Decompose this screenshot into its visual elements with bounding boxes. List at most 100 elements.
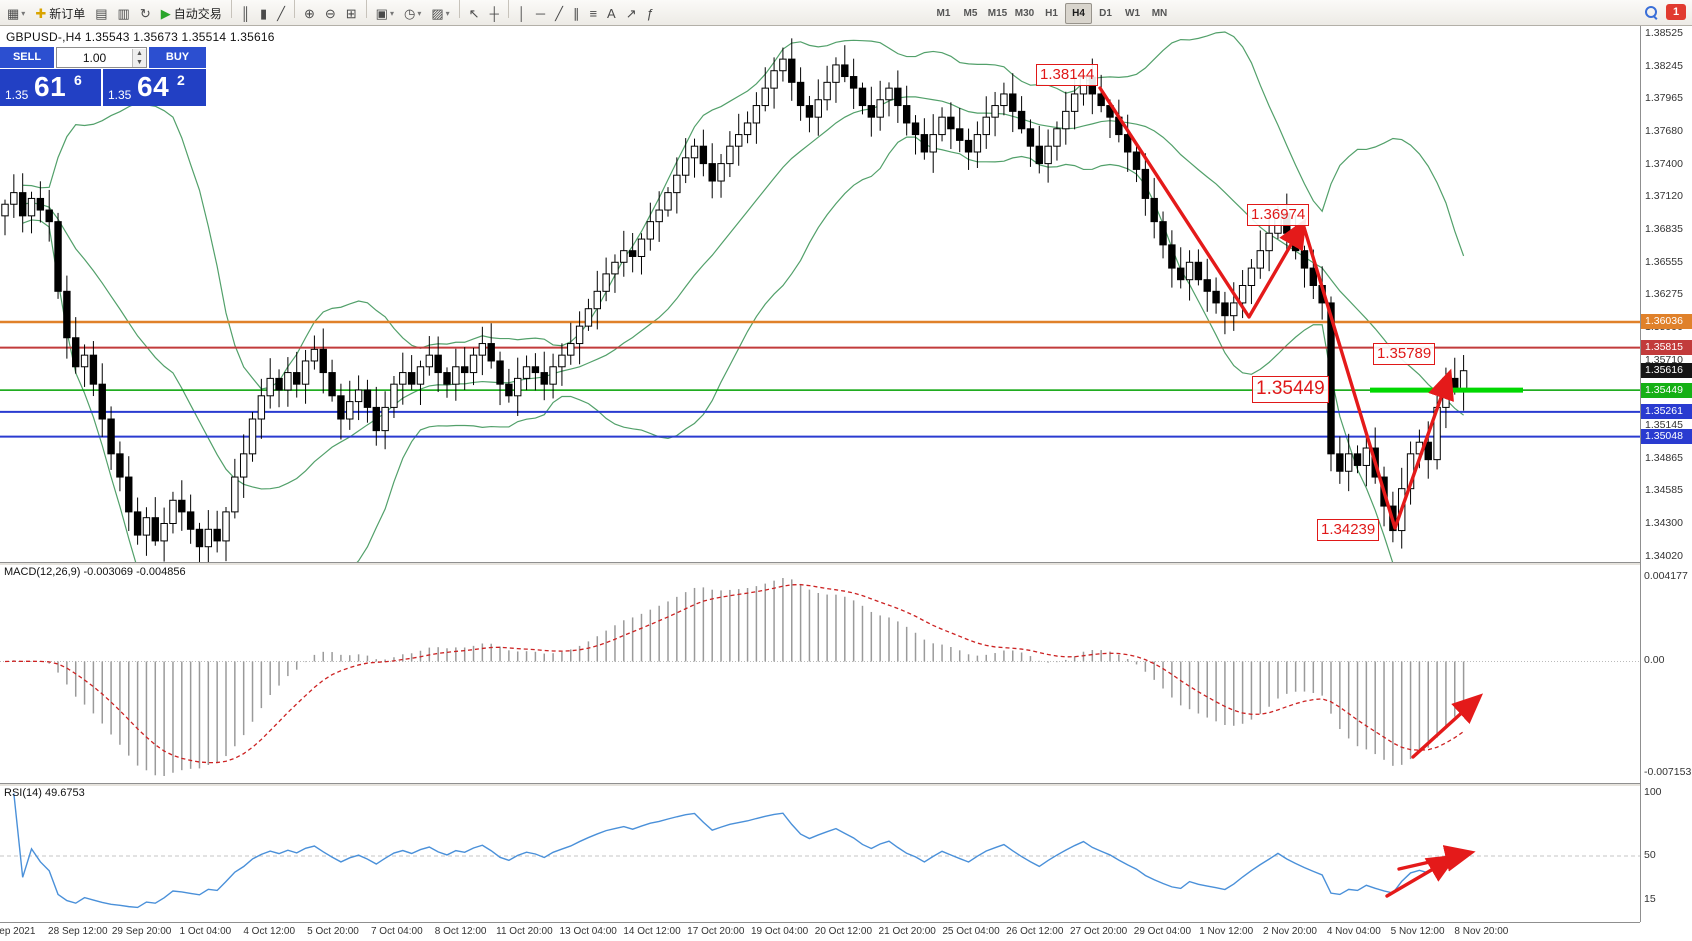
tile-windows-icon[interactable]: ⊞ (342, 2, 361, 26)
volume-up-button[interactable]: ▲ (133, 48, 146, 58)
zoom-out-icon: ⊖ (324, 5, 336, 21)
cursor-icon[interactable]: ↖ (465, 2, 484, 26)
macd-rsi-splitter[interactable] (0, 783, 1692, 786)
candles-view-icon: ▮ (259, 5, 268, 21)
price-annotation[interactable]: 1.35449 (1252, 376, 1329, 403)
time-axis-label: 29 Oct 04:00 (1133, 926, 1192, 937)
timeframe-button-m5[interactable]: M5 (963, 8, 978, 19)
autotrading-button[interactable]: ▶ 自动交易 (157, 2, 226, 26)
price-annotation[interactable]: 1.36974 (1247, 204, 1310, 226)
charts-icon: ▦ (7, 5, 20, 21)
rsi-arrow-2[interactable] (1397, 845, 1476, 872)
chart-macd-splitter[interactable] (0, 562, 1692, 565)
timeframe-button-mn[interactable]: MN (1151, 8, 1168, 19)
volume-down-button[interactable]: ▼ (133, 57, 146, 67)
market-watch-icon: ▤ (95, 5, 108, 21)
buy-price-button[interactable]: 1.35 64 2 (103, 69, 206, 106)
channel-icon[interactable]: ∥ (569, 2, 584, 26)
indicators-icon[interactable]: ƒ (643, 2, 658, 26)
time-axis-label: 2 Nov 20:00 (1263, 926, 1317, 937)
time-axis-label: Sep 2021 (0, 926, 36, 937)
trendline-icon[interactable]: ╱ (551, 2, 567, 26)
rsi-arrow-1[interactable] (1385, 854, 1458, 898)
timeframe-button-h4[interactable]: H4 (1065, 3, 1092, 24)
line-view-icon[interactable]: ╱ (273, 2, 289, 26)
price-annotation[interactable]: 1.35789 (1373, 343, 1436, 365)
sell-button[interactable]: SELL (0, 47, 54, 68)
price-badge: 1.35449 (1641, 382, 1692, 398)
timeframe-button-m15[interactable]: M15 (987, 8, 1008, 19)
templates-icon[interactable]: ▨ ▾ (427, 2, 453, 26)
autotrading-icon: ▶ (160, 5, 171, 21)
timeframe-button-w1[interactable]: W1 (1125, 8, 1140, 19)
time-axis-label: 5 Nov 12:00 (1390, 926, 1445, 937)
volume-input[interactable]: 1.00 ▲ ▼ (56, 47, 147, 68)
time-axis-label: 14 Oct 12:00 (623, 926, 681, 937)
zoom-out-icon[interactable]: ⊖ (321, 2, 340, 26)
notification-badge[interactable]: 1 (1666, 4, 1686, 20)
price-axis-label: 1.34300 (1645, 517, 1683, 530)
bollinger-middle-band (22, 96, 1464, 490)
volume-stepper: ▲ ▼ (132, 48, 146, 67)
new-order-icon: ✚ (35, 5, 47, 21)
autotrading-button-label: 自动交易 (173, 7, 222, 21)
buy-price-big: 64 (137, 71, 170, 102)
timeframe-button-d1[interactable]: D1 (1099, 8, 1112, 19)
price-axis-label: 1.34865 (1645, 451, 1683, 464)
price-axis-label: 1.38245 (1645, 59, 1683, 72)
buy-button[interactable]: BUY (149, 47, 206, 68)
new-chart-icon[interactable]: ▣ ▾ (372, 2, 398, 26)
line-view-icon: ╱ (277, 5, 285, 21)
market-watch-icon[interactable]: ▤ (91, 2, 111, 26)
horizontal-line-icon[interactable]: ─ (532, 2, 549, 26)
timeframe-button-m30[interactable]: M30 (1014, 8, 1035, 19)
time-axis-label: 13 Oct 04:00 (559, 926, 617, 937)
price-axis-label: 1.37120 (1645, 190, 1683, 203)
price-annotation[interactable]: 1.38144 (1036, 64, 1099, 86)
charts-icon[interactable]: ▦ ▾ (3, 2, 29, 26)
toolbar: ▦ ▾ ✚ 新订单 ▤ ▥ ↻ ▶ 自动交易 ║ ▮ ╱ ⊕ ⊖ ⊞ ▣ ▾ ◷ ▾ ▨ ▾ ↖ ┼ │ ─ ╱ ∥ ≡ A ↗ ƒ M1 M… (0, 0, 1692, 26)
trend-arrow-down-2[interactable] (1301, 222, 1454, 530)
search-icon[interactable] (1645, 5, 1658, 19)
fibonacci-icon[interactable]: ≡ (585, 2, 601, 26)
vertical-line-icon[interactable]: │ (514, 2, 530, 26)
sell-price-button[interactable]: 1.35 61 6 (0, 69, 101, 106)
price-badge: 1.36036 (1641, 314, 1692, 330)
zoom-in-icon[interactable]: ⊕ (300, 2, 319, 26)
price-axis-label: 1.38525 (1645, 27, 1683, 39)
price-badge: 1.35261 (1641, 404, 1692, 420)
arrows-icon[interactable]: ↗ (622, 2, 641, 26)
price-annotation[interactable]: 1.34239 (1317, 519, 1380, 541)
toolbar-separator (458, 0, 460, 18)
time-axis-label: 26 Oct 12:00 (1006, 926, 1064, 937)
price-axis-label: 1.35145 (1645, 419, 1683, 432)
trend-arrow-down-1[interactable] (1098, 86, 1307, 319)
price-badge: 1.35048 (1641, 429, 1692, 445)
crosshair-icon[interactable]: ┼ (486, 2, 503, 26)
time-axis-label: 28 Sep 12:00 (48, 926, 108, 937)
horizontal-line-icon: ─ (535, 5, 546, 21)
timeframe-button-m1[interactable]: M1 (936, 8, 951, 19)
bars-view-icon: ║ (240, 5, 250, 21)
data-window-icon[interactable]: ▥ (114, 2, 134, 26)
rsi-line (13, 793, 1464, 909)
refresh-icon[interactable]: ↻ (136, 2, 155, 26)
time-axis-label: 1 Nov 12:00 (1199, 926, 1254, 937)
timeframe-button-h1[interactable]: H1 (1045, 8, 1058, 19)
new-order-button[interactable]: ✚ 新订单 (31, 2, 89, 26)
bars-view-icon[interactable]: ║ (237, 2, 254, 26)
macd-arrow[interactable] (1411, 693, 1484, 759)
buy-price-pip: 2 (177, 72, 185, 88)
new-order-button-label: 新订单 (49, 7, 86, 21)
time-axis-label: 27 Oct 20:00 (1069, 926, 1128, 937)
text-icon[interactable]: A (603, 2, 620, 26)
rsi-axis-50: 50 (1644, 849, 1656, 861)
vertical-line-icon: │ (517, 5, 526, 21)
periods-icon[interactable]: ◷ ▾ (400, 2, 425, 26)
time-axis-label: 7 Oct 04:00 (370, 926, 423, 937)
channel-icon: ∥ (572, 5, 580, 21)
bollinger-bands (22, 31, 1465, 562)
cursor-icon: ↖ (468, 5, 480, 21)
candles-view-icon[interactable]: ▮ (256, 2, 271, 26)
